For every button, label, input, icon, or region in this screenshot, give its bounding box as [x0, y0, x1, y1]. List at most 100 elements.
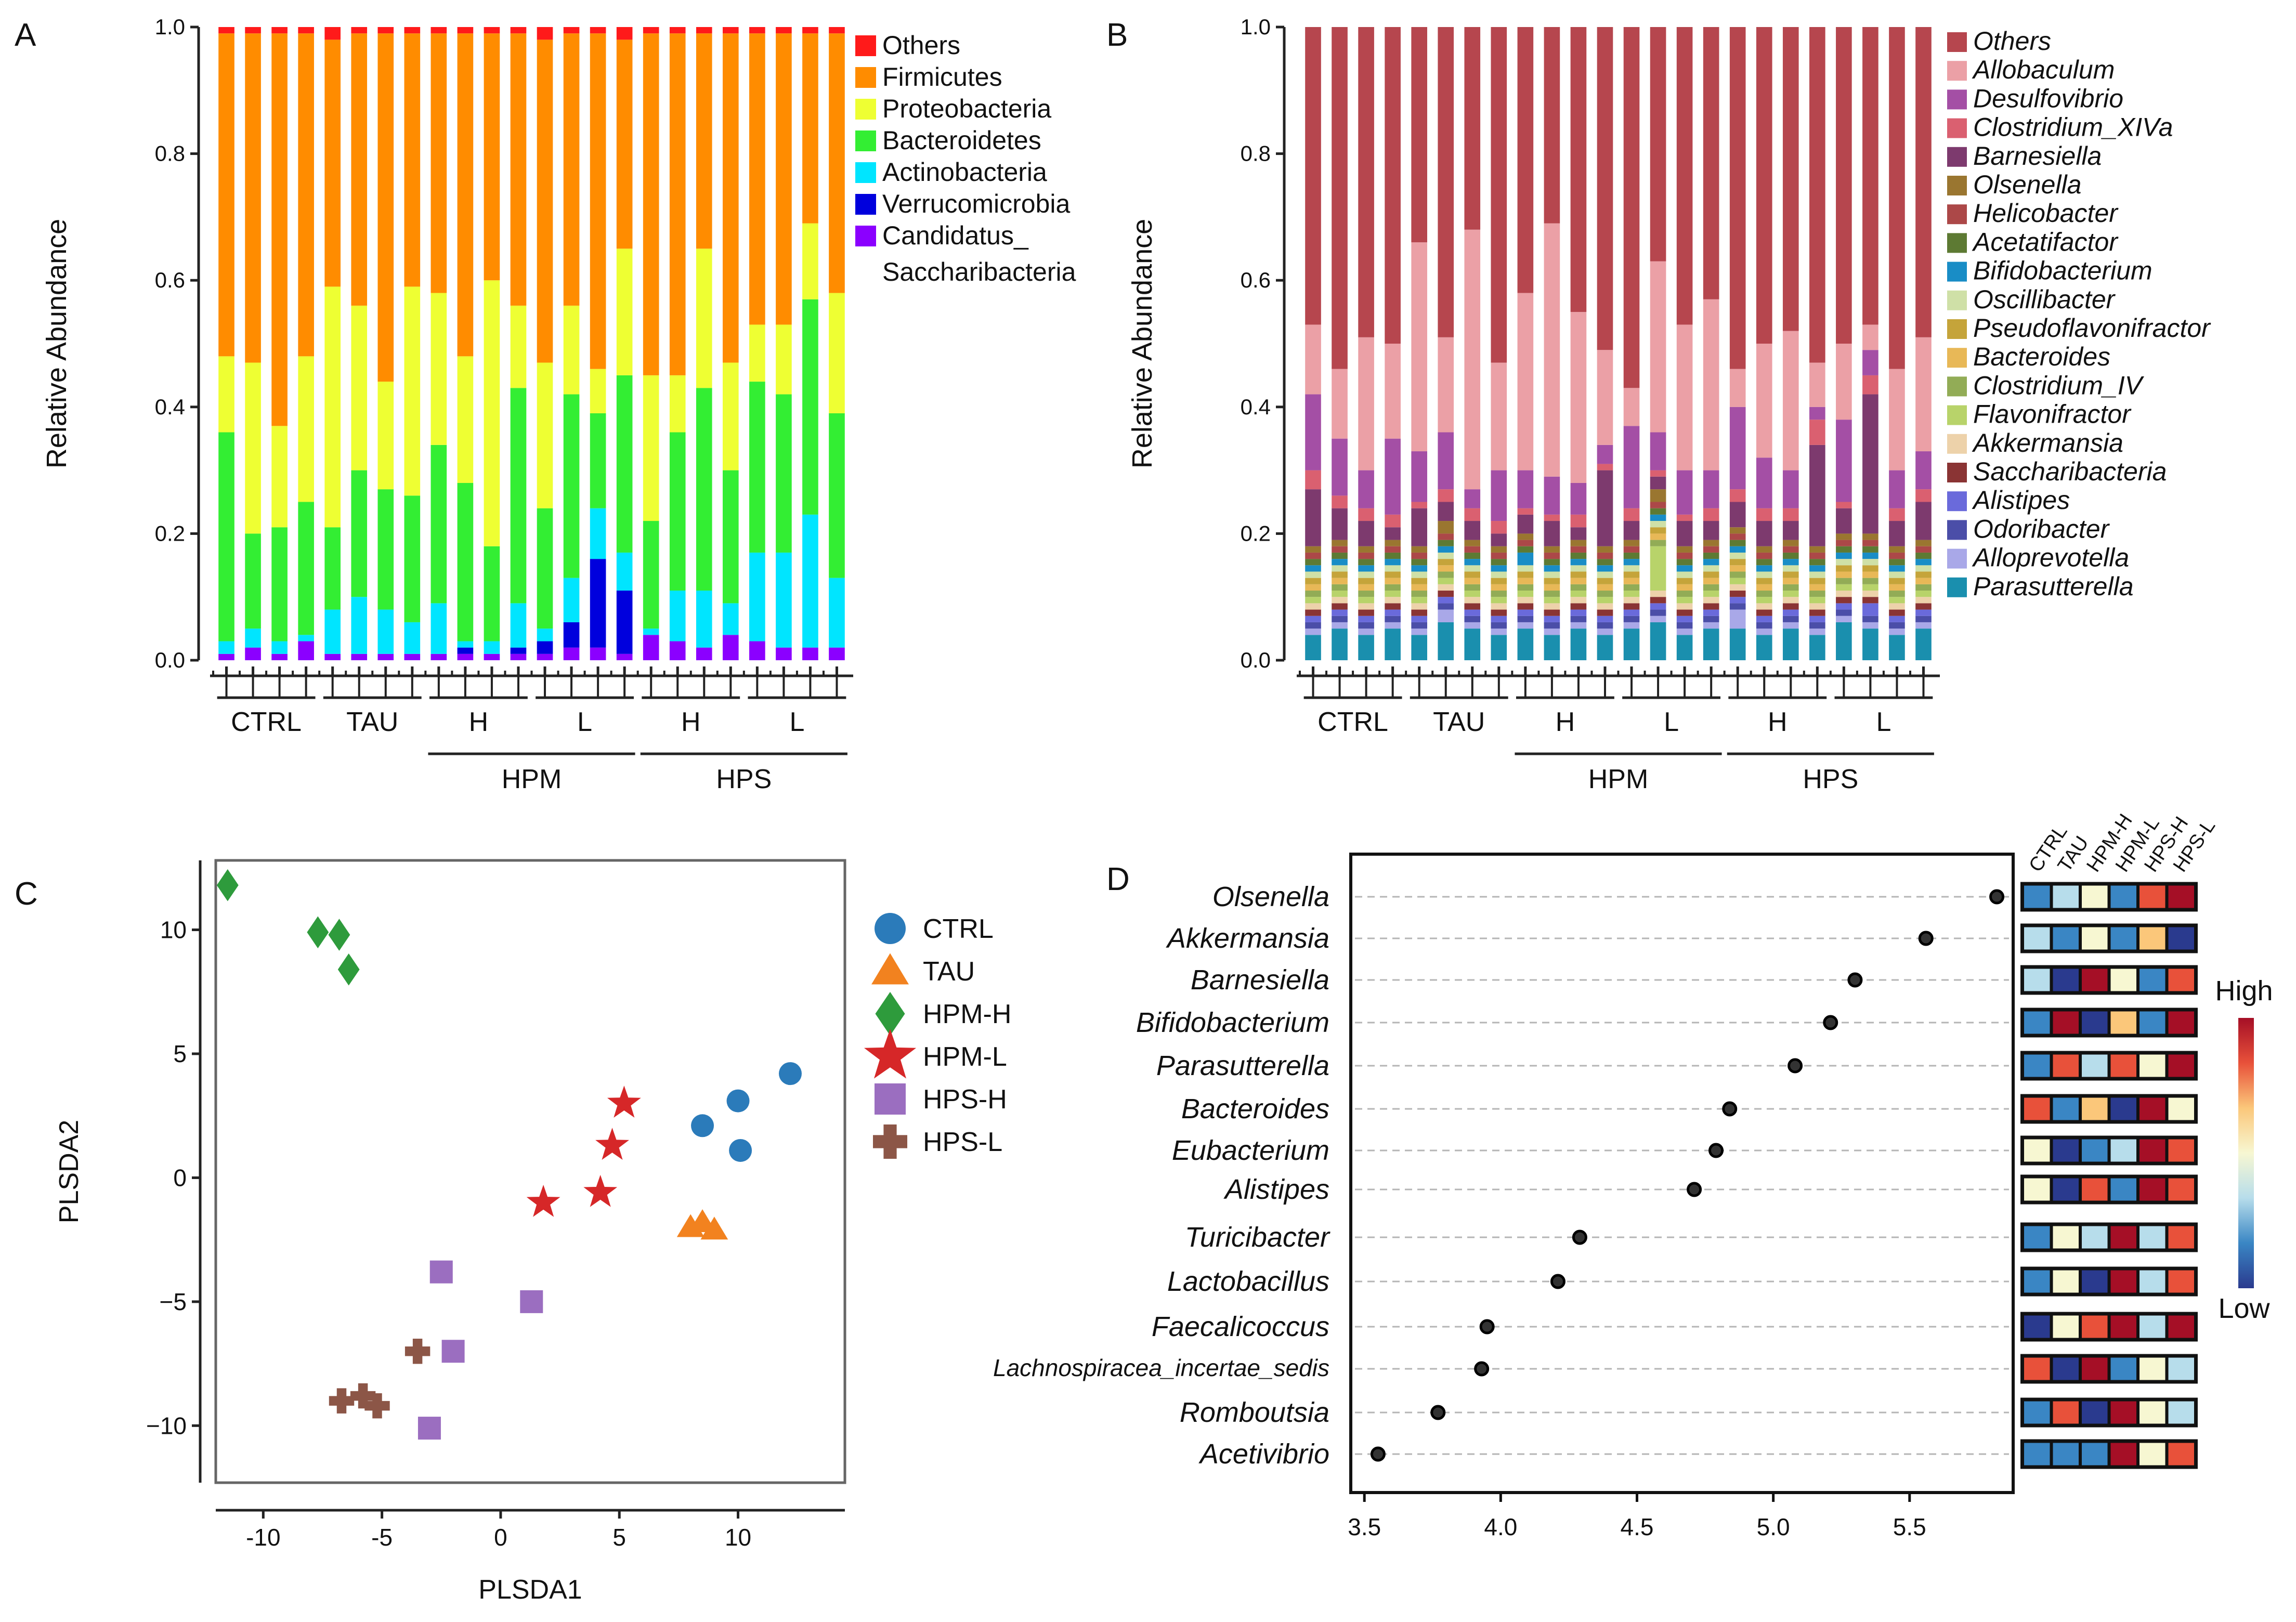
bar-segment-others — [1703, 27, 1719, 299]
legend-swatch — [1947, 520, 1967, 540]
bar-segment-barnesiella — [1517, 514, 1534, 534]
bar-segment-proteobacteria — [351, 305, 368, 470]
legend-swatch — [1947, 233, 1967, 253]
bar-segment-parasutterella — [1889, 635, 1905, 660]
bar-segment-olsenella — [1570, 540, 1587, 546]
bar-segment-saccharibacteria — [1570, 603, 1587, 610]
bar-segment-allobaculum — [1703, 299, 1719, 470]
bar-segment-parasutterella — [1650, 622, 1666, 660]
bar-segment-others — [1676, 27, 1693, 325]
bar-segment-alistipes — [1411, 616, 1427, 622]
bar-segment-candidatus-saccharibacteria — [298, 641, 314, 660]
bar-segment-odoribacter — [1385, 616, 1401, 622]
bar-segment-helicobacter — [1570, 546, 1587, 553]
bar-segment-bacteroides — [1623, 578, 1640, 584]
bar-segment-flavonifractor — [1650, 546, 1666, 591]
bar-segment-barnesiella — [1809, 444, 1825, 546]
bar-segment-parasutterella — [1332, 629, 1348, 660]
bar-segment-pseudoflavonifractor — [1729, 559, 1746, 566]
legend-swatch — [855, 67, 876, 88]
super-group-label: HPM — [502, 764, 562, 794]
x-tick-label: 4.0 — [1484, 1513, 1517, 1540]
bar-segment-alistipes — [1385, 609, 1401, 616]
bar-segment-others — [1332, 27, 1348, 369]
bar-segment-akkermansia — [1411, 603, 1427, 610]
bar-segment-pseudoflavonifractor — [1411, 578, 1427, 584]
lda-dot — [1550, 1274, 1566, 1289]
heatmap-cell — [2110, 1226, 2136, 1249]
bar-segment-alistipes — [1729, 597, 1746, 604]
bar-segment-akkermansia — [1517, 597, 1534, 604]
legend-swatch — [1947, 61, 1967, 81]
bar-segment-proteobacteria — [776, 324, 792, 395]
bar-segment-helicobacter — [1809, 552, 1825, 559]
heatmap-cell — [2110, 1097, 2136, 1120]
bar-segment-olsenella — [1889, 546, 1905, 553]
bar-segment-candidatus-saccharibacteria — [377, 653, 394, 660]
heatmap-cell — [2140, 1357, 2165, 1380]
point-tau — [700, 1216, 728, 1240]
bar-stack — [1544, 27, 1560, 660]
bar-segment-pseudoflavonifractor — [1597, 578, 1613, 584]
bar-segment-acetatifactor — [1862, 546, 1878, 553]
heatmap-cell — [2082, 1054, 2108, 1077]
legend-label: HPS-L — [923, 1127, 1002, 1157]
bar-segment-allobaculum — [1650, 261, 1666, 433]
bar-segment-bacteroides — [1385, 578, 1401, 584]
bar-segment-olsenella — [1438, 521, 1454, 534]
bar-segment-clostridium-xiva — [1305, 470, 1321, 490]
bar-segment-acetatifactor — [1889, 559, 1905, 566]
bar-segment-bifidobacterium — [1676, 565, 1693, 572]
legend-label: Alloprevotella — [1972, 543, 2129, 572]
bar-stack — [1782, 27, 1799, 660]
bar-segment-odoribacter — [1862, 616, 1878, 622]
bar-segment-alistipes — [1676, 616, 1693, 622]
bar-segment-clostridium-iv — [1650, 540, 1666, 546]
bar-segment-actinobacteria — [776, 552, 792, 648]
lda-dot — [1918, 931, 1934, 946]
bar-segment-proteobacteria — [404, 286, 421, 496]
bar-segment-barnesiella — [1305, 489, 1321, 546]
bar-segment-acetatifactor — [1756, 559, 1772, 566]
bar-segment-firmicutes — [510, 33, 527, 306]
legend-label: Oscillibacter — [1973, 285, 2116, 314]
legend-marker-hpm-l — [864, 1029, 917, 1079]
bar-segment-helicobacter — [1597, 552, 1613, 559]
y-tick-label: 0.0 — [1241, 648, 1271, 672]
bar-segment-acetatifactor — [1411, 559, 1427, 566]
heatmap-cell — [2053, 1054, 2079, 1077]
super-group-label: HPM — [1588, 764, 1649, 794]
bar-stack — [1597, 27, 1613, 660]
lda-dot — [1474, 1361, 1490, 1377]
bar-segment-olsenella — [1623, 540, 1640, 546]
bar-segment-actinobacteria — [245, 629, 261, 648]
bar-segment-candidatus-saccharibacteria — [510, 653, 527, 660]
heatmap-cell — [2168, 1139, 2194, 1162]
bar-segment-proteobacteria — [484, 280, 500, 546]
series-ctrl — [691, 1062, 802, 1162]
bar-stack — [1703, 27, 1719, 660]
series-hps-l — [329, 1339, 430, 1419]
bar-segment-flavonifractor — [1411, 597, 1427, 604]
heatmap-cell — [2024, 1178, 2050, 1201]
bar-segment-firmicutes — [723, 33, 739, 363]
heatmap-row-frame — [2020, 882, 2198, 912]
point-ctrl — [729, 1139, 752, 1162]
heatmap-cell — [2110, 1139, 2136, 1162]
heatmap-cell — [2168, 1357, 2194, 1380]
bar-segment-candidatus-saccharibacteria — [271, 653, 288, 660]
bar-segment-helicobacter — [1438, 533, 1454, 540]
bar-segment-bifidobacterium — [1862, 552, 1878, 559]
bar-segment-akkermansia — [1385, 597, 1401, 604]
bar-segment-akkermansia — [1305, 603, 1321, 610]
x-tick-label: 4.5 — [1621, 1513, 1654, 1540]
point-hpm-l — [526, 1185, 560, 1217]
bar-segment-actinobacteria — [218, 641, 234, 654]
heatmap-cell — [2053, 927, 2079, 950]
bar-segment-others — [802, 27, 818, 34]
bar-segment-others — [1782, 27, 1799, 331]
bar-segment-pseudoflavonifractor — [1438, 559, 1454, 566]
bar-segment-alistipes — [1305, 616, 1321, 622]
bar-segment-akkermansia — [1915, 597, 1932, 604]
